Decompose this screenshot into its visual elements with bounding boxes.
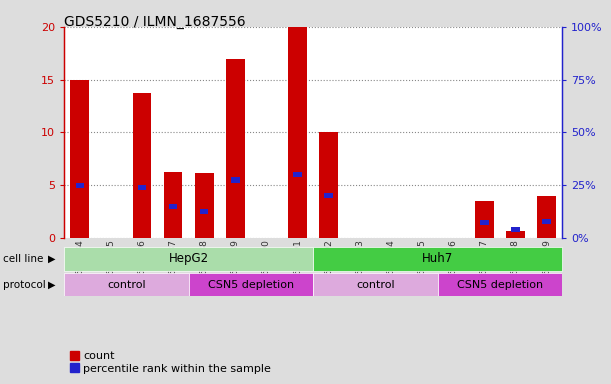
Bar	[137, 185, 146, 190]
Bar	[64, 273, 189, 296]
Bar	[70, 79, 89, 238]
Bar	[506, 231, 525, 238]
Bar	[164, 172, 183, 238]
Text: control: control	[356, 280, 395, 290]
Bar	[195, 173, 214, 238]
Bar	[475, 201, 494, 238]
Text: ▶: ▶	[48, 254, 56, 264]
Bar	[288, 27, 307, 238]
Bar	[320, 132, 338, 238]
Bar	[200, 209, 208, 214]
Text: CSN5 depletion: CSN5 depletion	[208, 280, 294, 290]
Text: control: control	[107, 280, 145, 290]
Bar	[537, 196, 556, 238]
Bar	[64, 247, 313, 271]
Text: protocol: protocol	[3, 280, 46, 290]
Text: HepG2: HepG2	[169, 252, 209, 265]
Bar	[543, 218, 551, 224]
Bar	[76, 183, 84, 188]
Bar	[231, 177, 240, 183]
Bar	[324, 193, 333, 199]
Bar	[313, 273, 437, 296]
Text: ▶: ▶	[48, 280, 56, 290]
Bar	[293, 172, 302, 177]
Bar	[480, 220, 489, 225]
Bar	[133, 93, 152, 238]
Bar	[226, 58, 244, 238]
Bar	[313, 247, 562, 271]
Text: CSN5 depletion: CSN5 depletion	[457, 280, 543, 290]
Bar	[511, 227, 519, 232]
Text: cell line: cell line	[3, 254, 43, 264]
Bar	[169, 204, 177, 209]
Bar	[189, 273, 313, 296]
Legend: count, percentile rank within the sample: count, percentile rank within the sample	[70, 351, 271, 374]
Text: Huh7: Huh7	[422, 252, 453, 265]
Text: GDS5210 / ILMN_1687556: GDS5210 / ILMN_1687556	[64, 15, 246, 29]
Bar	[437, 273, 562, 296]
